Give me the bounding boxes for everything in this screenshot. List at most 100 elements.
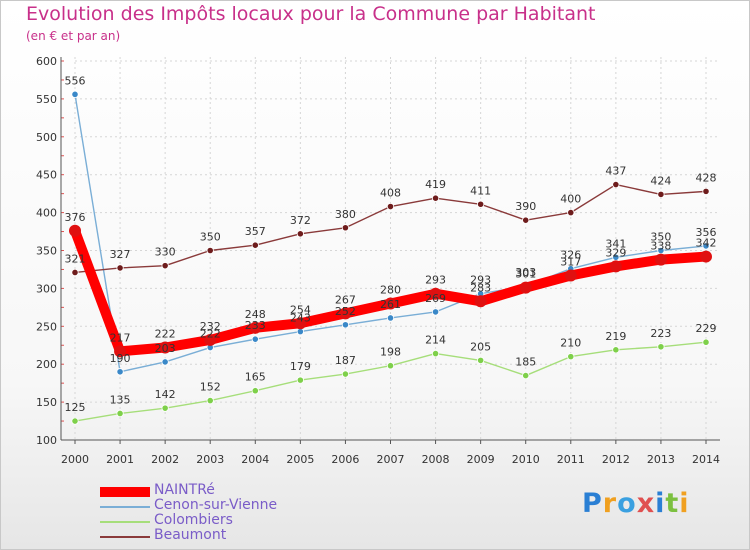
data-point-cenon-sur-vienne-2007 — [386, 314, 395, 322]
data-label-beaumont-2007: 408 — [380, 187, 401, 200]
data-label-colombiers-2011: 210 — [560, 337, 581, 350]
data-label-cenon-sur-vienne-2000: 556 — [65, 74, 86, 87]
logo-letter: x — [636, 488, 656, 519]
data-label-naintr-2006: 267 — [335, 293, 356, 306]
data-label-beaumont-2006: 380 — [335, 208, 356, 221]
data-point-colombiers-2012 — [612, 346, 620, 354]
data-label-naintr-2000: 376 — [65, 211, 86, 224]
x-tick-label-2003: 2003 — [196, 453, 224, 466]
data-point-colombiers-2003 — [206, 396, 214, 405]
data-label-beaumont-2008: 419 — [425, 178, 446, 191]
y-tick-label-200: 200 — [36, 358, 57, 371]
legend-swatch-cenon-sur-vienne — [100, 505, 150, 508]
data-point-naintr-2001 — [114, 345, 127, 358]
data-label-cenon-sur-vienne-2010: 303 — [515, 266, 536, 279]
logo-letter: o — [617, 488, 637, 519]
data-point-beaumont-2001 — [116, 264, 124, 272]
data-label-colombiers-2002: 142 — [155, 388, 176, 401]
proxiti-logo: Proxiti — [582, 488, 690, 519]
data-label-beaumont-2010: 390 — [515, 200, 536, 213]
data-point-cenon-sur-vienne-2006 — [341, 321, 350, 329]
data-label-colombiers-2009: 205 — [470, 340, 491, 353]
legend-label-beaumont: Beaumont — [154, 527, 227, 543]
data-label-beaumont-2000: 321 — [65, 252, 86, 265]
data-point-naintr-2007 — [384, 297, 397, 310]
data-label-colombiers-2012: 219 — [605, 330, 626, 343]
data-point-naintr-2005 — [294, 317, 307, 330]
y-tick-label-250: 250 — [36, 320, 57, 333]
data-label-cenon-sur-vienne-2004: 233 — [245, 319, 266, 332]
data-label-cenon-sur-vienne-2011: 326 — [560, 249, 581, 262]
data-label-naintr-2013: 338 — [650, 240, 671, 253]
data-label-naintr-2003: 232 — [200, 320, 221, 333]
data-point-beaumont-2002 — [161, 262, 169, 270]
logo-letter: i — [655, 488, 666, 519]
data-label-beaumont-2011: 400 — [560, 193, 581, 206]
series-lines — [69, 90, 712, 425]
x-tick-label-2014: 2014 — [692, 453, 720, 466]
data-point-beaumont-2003 — [206, 246, 214, 255]
data-point-naintr-2000 — [69, 224, 81, 237]
data-point-naintr-2010 — [519, 281, 532, 294]
data-label-cenon-sur-vienne-2014: 356 — [696, 226, 717, 239]
logo-letter: i — [679, 488, 690, 519]
x-tick-label-2012: 2012 — [602, 453, 630, 466]
data-label-naintr-2001: 217 — [110, 331, 131, 344]
x-tick-label-2009: 2009 — [467, 453, 495, 466]
data-point-colombiers-2005 — [296, 376, 304, 384]
data-label-naintr-2009: 283 — [470, 281, 491, 294]
data-label-colombiers-2006: 187 — [335, 354, 356, 367]
y-tick-label-450: 450 — [36, 169, 57, 182]
data-label-naintr-2007: 280 — [380, 284, 401, 297]
data-point-colombiers-2010 — [522, 371, 530, 380]
data-label-naintr-2014: 342 — [696, 237, 717, 250]
x-tick-label-2010: 2010 — [512, 453, 540, 466]
chart-title: Evolution des Impôts locaux pour la Comm… — [26, 3, 596, 25]
x-tick-label-2008: 2008 — [422, 453, 450, 466]
data-label-naintr-2005: 254 — [290, 303, 311, 316]
data-point-colombiers-2008 — [431, 349, 440, 358]
data-label-beaumont-2002: 330 — [155, 246, 176, 259]
data-point-naintr-2004 — [249, 321, 262, 334]
data-label-beaumont-2001: 327 — [110, 248, 131, 261]
y-tick-label-100: 100 — [36, 434, 57, 447]
logo-letter: r — [602, 488, 618, 519]
x-tick-label-2001: 2001 — [106, 453, 134, 466]
data-label-colombiers-2010: 185 — [515, 356, 536, 369]
data-label-cenon-sur-vienne-2008: 269 — [425, 292, 446, 305]
data-label-beaumont-2009: 411 — [470, 184, 491, 197]
axes: 100 150 200 250 300 350 400 450 500 550 600 2000 200… — [36, 55, 720, 466]
data-point-naintr-2003 — [204, 333, 217, 346]
data-point-colombiers-2007 — [386, 362, 395, 370]
data-label-beaumont-2004: 357 — [245, 225, 266, 238]
data-point-colombiers-2002 — [161, 404, 169, 412]
data-label-colombiers-2005: 179 — [290, 360, 311, 373]
data-label-beaumont-2003: 350 — [200, 231, 221, 244]
data-point-cenon-sur-vienne-2014 — [702, 242, 710, 250]
data-label-beaumont-2014: 428 — [696, 171, 717, 184]
x-tick-label-2011: 2011 — [557, 453, 585, 466]
data-label-colombiers-2013: 223 — [650, 327, 671, 340]
data-point-colombiers-2004 — [251, 387, 259, 395]
data-point-naintr-2009 — [474, 295, 487, 308]
data-point-colombiers-2001 — [116, 409, 124, 418]
data-point-beaumont-2000 — [71, 268, 79, 277]
legend-swatch-beaumont — [100, 535, 150, 538]
data-label-cenon-sur-vienne-2007: 261 — [380, 298, 401, 311]
x-tick-label-2000: 2000 — [61, 453, 89, 466]
data-point-naintr-2011 — [564, 269, 577, 282]
data-point-naintr-2013 — [654, 253, 667, 266]
y-tick-label-550: 550 — [36, 93, 57, 106]
x-tick-label-2007: 2007 — [377, 453, 405, 466]
data-point-cenon-sur-vienne-2004 — [251, 335, 259, 343]
data-label-cenon-sur-vienne-2003: 222 — [200, 328, 221, 341]
data-point-cenon-sur-vienne-2008 — [431, 308, 440, 316]
data-point-cenon-sur-vienne-2002 — [161, 358, 169, 366]
data-label-cenon-sur-vienne-2006: 252 — [335, 305, 356, 318]
data-point-beaumont-2014 — [702, 187, 710, 195]
chart-subtitle: (en € et par an) — [26, 29, 121, 43]
legend-swatch-colombiers — [100, 520, 150, 523]
data-point-naintr-2006 — [339, 307, 352, 320]
